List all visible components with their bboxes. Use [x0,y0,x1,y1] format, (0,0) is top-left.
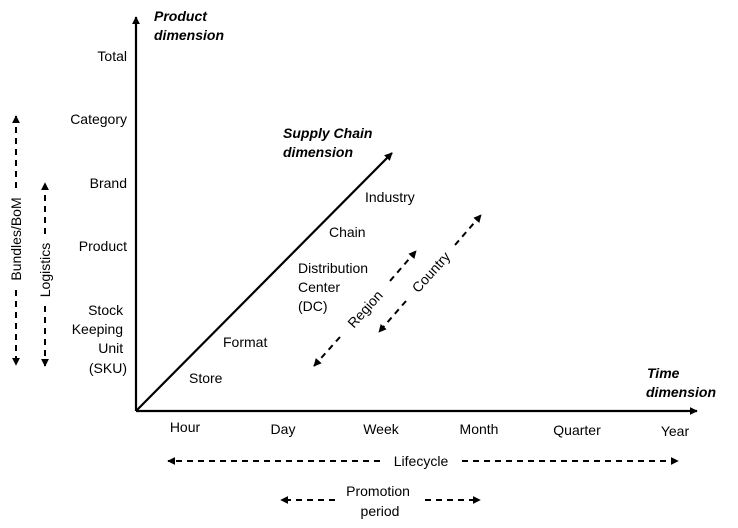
product-level-category: Category [70,111,127,127]
supply-chain-level-chain: Chain [329,224,366,240]
region-range-arrow-start [313,336,341,367]
time-level-quarter: Quarter [553,422,601,438]
time-level-year: Year [661,423,690,439]
supply-chain-level-format: Format [223,334,267,350]
promotion-period-label: Promotion period [346,483,414,519]
time-level-month: Month [460,421,499,437]
time-level-day: Day [271,421,296,437]
product-level-total: Total [97,48,127,64]
country-label: Country [409,248,454,295]
time-level-week: Week [363,421,400,437]
supply-chain-level-dc: Distribution Center (DC) [298,260,372,314]
supply-chain-axis [135,152,393,412]
bundles-bom-label: Bundles/BoM [8,197,24,280]
product-level-product: Product [79,238,127,254]
region-range-arrow-end [389,250,417,282]
time-dimension-title: Time dimension [646,365,716,400]
country-range-arrow-start [378,300,407,333]
supply-chain-dimension-title: Supply Chain dimension [283,125,376,160]
product-level-sku: Stock Keeping Unit (SKU) [72,302,127,376]
supply-chain-level-industry: Industry [365,189,415,205]
product-dimension-title: Product dimension [154,8,224,43]
region-label: Region [344,287,386,331]
lifecycle-label: Lifecycle [394,453,449,469]
country-range-arrow-end [454,214,482,246]
supply-chain-level-store: Store [189,370,223,386]
logistics-label: Logistics [37,243,53,297]
time-level-hour: Hour [170,419,201,435]
product-level-brand: Brand [90,175,127,191]
